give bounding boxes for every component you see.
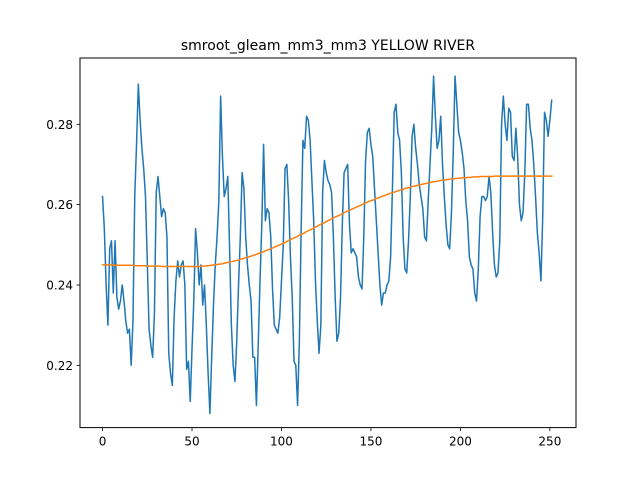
x-tick-label: 100 [270, 435, 293, 449]
y-tick-label: 0.24 [46, 278, 73, 292]
chart-title: smroot_gleam_mm3_mm3 YELLOW RIVER [181, 38, 476, 54]
x-tick-label: 150 [359, 435, 382, 449]
x-tick-label: 200 [449, 435, 472, 449]
plot-frame [79, 57, 577, 429]
y-tick-label: 0.28 [46, 118, 73, 132]
series-line-1 [101, 75, 553, 415]
x-tick-label: 250 [538, 435, 561, 449]
y-axis: 0.22 0.24 0.26 0.28 [46, 118, 80, 373]
x-tick-label: 50 [184, 435, 199, 449]
y-tick-label: 0.22 [46, 359, 73, 373]
y-tick-label: 0.26 [46, 198, 73, 212]
series-line-2 [101, 175, 553, 268]
x-tick-label: 0 [99, 435, 107, 449]
x-axis: 0 50 100 150 200 250 [99, 427, 561, 449]
series-layer [101, 75, 553, 415]
